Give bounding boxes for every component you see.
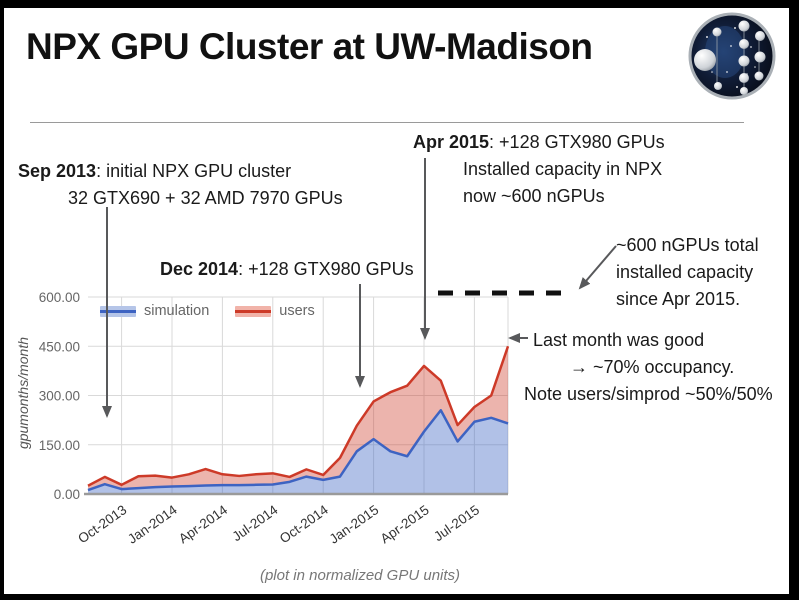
annotation-line: Last month was good	[533, 330, 705, 350]
annotation-sep2013: Sep 2013: initial NPX GPU cluster 32 GTX…	[18, 158, 343, 212]
annotation-capacity: ~600 nGPUs total installed capacity sinc…	[616, 232, 759, 313]
page-title: NPX GPU Cluster at UW-Madison	[26, 26, 593, 67]
annotation-line: now ~600 nGPUs	[463, 186, 605, 206]
simulation-line	[87, 409, 509, 492]
annotation-text: : initial NPX GPU cluster	[96, 161, 292, 181]
annotation-line: 32 GTX690 + 32 AMD 7970 GPUs	[68, 188, 343, 208]
annotation-line: → ~70% occupancy.	[570, 357, 735, 377]
annotation-line: Sep 2013: initial NPX GPU cluster	[18, 158, 343, 185]
annotation-line: Installed capacity in NPX	[463, 159, 663, 179]
title-divider	[30, 122, 744, 123]
annotation-line: Dec 2014: +128 GTX980 GPUs	[160, 256, 414, 283]
y-tick-label: 150.00	[39, 438, 80, 453]
annotation-date: Apr 2015	[413, 132, 490, 152]
annotation-line: ~600 nGPUs total	[616, 235, 759, 255]
y-tick-label: 600.00	[39, 290, 80, 305]
y-tick-label: 450.00	[39, 339, 80, 354]
annotation-arrow-capacity	[578, 245, 617, 290]
chart-caption: (plot in normalized GPU units)	[259, 567, 461, 584]
annotation-apr2015: Apr 2015: +128 GTX980 GPUs Installed cap…	[413, 129, 665, 210]
icecube-logo-icon	[688, 12, 776, 100]
annotation-text: : +128 GTX980 GPUs	[238, 259, 414, 279]
frame-bar-top	[0, 0, 799, 8]
legend-item-simulation: simulation	[100, 303, 209, 319]
legend-label-simulation: simulation	[144, 303, 210, 319]
frame-bar-right	[789, 0, 799, 600]
annotation-line: since Apr 2015.	[616, 289, 741, 309]
annotation-line: Note users/simprod ~50%/50%	[524, 384, 773, 404]
simulation-swatch-icon	[100, 305, 136, 317]
frame-bar-bottom	[0, 594, 799, 600]
annotation-date: Sep 2013	[18, 161, 97, 181]
y-tick-label: 0.00	[54, 487, 80, 502]
y-tick-label: 300.00	[39, 389, 80, 404]
users-swatch-icon	[235, 305, 272, 317]
annotation-dec2014: Dec 2014: +128 GTX980 GPUs	[160, 256, 414, 283]
annotation-lastmonth: Last month was good → ~70% occupancy. No…	[524, 327, 773, 408]
legend-item-users: users	[235, 303, 315, 319]
annotation-line: Apr 2015: +128 GTX980 GPUs	[413, 129, 665, 156]
frame-bar-left	[0, 0, 4, 600]
annotation-line: installed capacity	[616, 262, 754, 282]
simulation-area	[88, 410, 508, 494]
annotation-date: Dec 2014	[160, 259, 239, 279]
users-total-line	[87, 345, 510, 487]
chart-legend: simulation users	[100, 303, 315, 319]
legend-label-users: users	[279, 303, 315, 319]
annotation-text: : +128 GTX980 GPUs	[489, 132, 665, 152]
